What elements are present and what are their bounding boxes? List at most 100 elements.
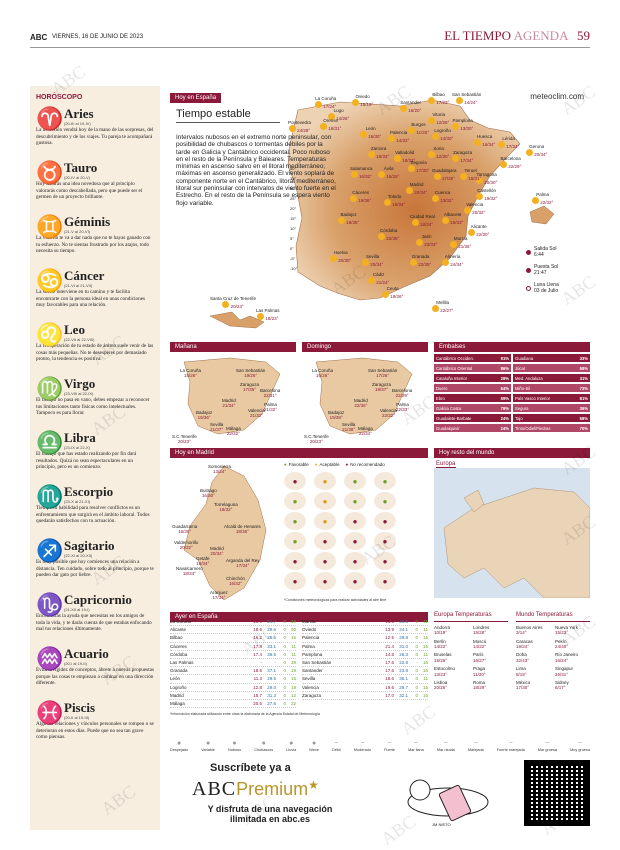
yesterday-row: La Coruña 16.0 24.7 0 19 — [170, 618, 296, 627]
city-temp: Moscú 14/22° — [473, 638, 487, 650]
sign-text: Evita la rigidez de conceptos, ábrete a … — [36, 667, 154, 687]
city-temp: Sidney 6/17° — [555, 680, 569, 691]
sign-text: Hoy tendrás una idea novedosa que al pri… — [36, 181, 143, 201]
sign-text: Algunas relaciones y vínculos personales… — [36, 721, 154, 741]
sign-dates: (20-II al 19-III) — [64, 715, 90, 720]
yesterday-row: Madrid 15.7 31.3 0 12 — [170, 692, 296, 701]
legend-item: ● Variable — [201, 740, 215, 752]
sign-dates: (23-IX al 22-X) — [64, 445, 91, 450]
header-logo: ABC — [30, 33, 48, 42]
reservoir-row: Ebro 59% — [434, 394, 511, 402]
reservoirs-panel: Embalses Cantábrico Occiden. 91% Guadiana 3… — [434, 342, 590, 442]
legend-item: ~ Fuerte — [384, 740, 396, 752]
sun-icon — [432, 133, 439, 140]
yesterday-panel: Ayer en España ºC Máx ºC Mín Lluvia l/m² Ra… — [170, 612, 428, 716]
sign-dates: (21-XII al 19-I) — [64, 607, 90, 612]
sun-icon — [382, 291, 389, 298]
city-forecast: Madrid 20/34° — [210, 546, 224, 556]
activity-icon: ● — [314, 472, 336, 490]
astro-info: Salida Sol 6:44 Puesta Sol 21:47 Luna Llen… — [526, 246, 584, 300]
sun-icon — [433, 173, 441, 180]
sun-icon — [320, 123, 327, 130]
sign-name: Acuario — [64, 646, 109, 661]
sun-icon — [428, 97, 435, 104]
sun-icon — [315, 101, 322, 108]
city-forecast: Granada 22/35° — [410, 254, 432, 267]
sign-11: ♓ Piscis (20-II al 19-III) Algunas relac… — [36, 701, 154, 751]
reservoir-row: Tajo 58% — [513, 414, 590, 422]
zodiac-icon: ♊ — [36, 214, 64, 239]
yesterday-row: San Sebastián 17.6 22.8-16 — [302, 659, 428, 668]
world-panel: Hoy resto del mundo Europa — [434, 448, 591, 608]
city-forecast: San Sebastián 19/26° — [236, 368, 266, 378]
horoscope-column: HORÓSCOPO ♈ Aries (20-III al 19-IV) La d… — [30, 86, 160, 830]
sun-icon — [474, 139, 481, 146]
city-temp: Pekín 24/40° — [555, 638, 569, 650]
city-temp: París 16/27° — [473, 652, 487, 663]
city-temp: Roma 18/29° — [473, 680, 487, 691]
city-forecast: Soria 12/30° — [428, 146, 449, 159]
international-temps: Europa Temperaturas Andorra 10/19° Londres… — [434, 612, 590, 716]
tomorrow-panel: Mañana La Coruña 15/26° San Sebastián 19/26… — [170, 342, 296, 444]
europe-temps: Europa Temperaturas Andorra 10/19° Londres… — [434, 612, 508, 716]
legend-item: ~ Marejada — [467, 740, 484, 752]
sun-icon — [406, 187, 413, 194]
promo-headline: Suscríbete ya a — [210, 762, 291, 774]
sun-icon — [288, 125, 296, 132]
weather-icon: ● — [312, 740, 317, 747]
zodiac-icon: ♍ — [36, 376, 64, 401]
yesterday-row: Alicante 18.6 29.6 0 30 — [170, 626, 296, 635]
sun-icon — [352, 99, 359, 106]
legend-item: ● Nuboso — [228, 740, 242, 752]
city-forecast: Guadarrama 16/30° — [172, 524, 198, 534]
yesterday-row: Zaragoza 17.0 32.1 0 15 — [302, 692, 428, 701]
weather-icon: ~ — [413, 740, 418, 747]
weather-icon-legend: ● Despejado ● Variable ● Nuboso ● Chubascos ● Llu… — [170, 740, 590, 752]
city-forecast: Sevilla 21/37° — [210, 422, 224, 432]
legend-item: ● Lluvia — [286, 740, 297, 752]
legend-no-recomendado: No recomendado — [345, 462, 385, 467]
zodiac-icon: ♐ — [36, 538, 64, 563]
sun-icon — [400, 105, 407, 112]
activity-icon: ● — [344, 492, 366, 510]
world-temps-title: Mundo Temperaturas — [516, 612, 590, 622]
city-forecast: Lérida 17/34° — [498, 136, 519, 149]
city-forecast: Valdemorillo 20/32° — [174, 540, 199, 550]
sign-name: Sagitario — [64, 538, 115, 553]
sign-dates: (22-VII al 22-VIII) — [64, 337, 95, 342]
sign-6: ♎ Libra (23-IX al 22-X) El trabajo que h… — [36, 431, 154, 481]
sunrise-time: 6:44 — [534, 252, 544, 258]
city-forecast: Santa Cruz de Tenerife 20/23° — [210, 296, 256, 309]
sun-icon — [222, 301, 230, 308]
sun-icon — [394, 155, 401, 162]
iberian-peninsula-shape — [287, 99, 521, 301]
city-forecast: Valladolid 18/33° — [394, 150, 416, 163]
city-forecast: Jaén 23/33° — [416, 234, 437, 247]
activity-icon: ● — [314, 572, 336, 590]
yesterday-row: Palma 21.4 31.0 0 15 — [302, 643, 428, 651]
yesterday-footnote: *Información elaborada utilizando entre … — [170, 712, 320, 717]
activity-icon: ● — [284, 532, 306, 550]
sun-icon — [526, 149, 533, 156]
scale-tick: -10° — [290, 266, 298, 271]
yesterday-row: Pamplona 14.8 26.3 0 11 — [302, 651, 428, 660]
yesterday-table-left: La Coruña 16.0 24.7 0 19 Alicante 18.6 29.6 0 30 B… — [170, 618, 296, 709]
legend-item: ● Despejado — [170, 740, 189, 752]
sunday-panel: Domingo La Coruña 16/26° San Sebastián 17/2… — [302, 342, 428, 444]
balearic-islands-shape — [529, 205, 555, 225]
forecast-row: Mañana La Coruña 15/26° San Sebastián 19/26… — [170, 342, 590, 444]
sign-8: ♐ Sagitario (22-XI al 20-XII) Es muy pos… — [36, 539, 154, 589]
activity-icon: ● — [284, 472, 306, 490]
qr-code[interactable] — [524, 760, 590, 826]
reservoir-row: Miño-Sil 73% — [513, 384, 590, 392]
yesterday-row: Valencia 19.6 29.7 0 15 — [302, 684, 428, 692]
city-forecast: Guadalajara 17/35° — [432, 168, 457, 181]
sign-name: Tauro — [64, 160, 98, 175]
city-forecast: Madrid 21/34° — [222, 398, 236, 408]
promo-tagline: Y disfruta de una navegación ilimitada e… — [207, 804, 333, 824]
sign-dates: (20-IV al 20-V) — [64, 175, 91, 180]
scale-tick: 5° — [290, 236, 294, 241]
reservoir-row: Júcar 58% — [513, 364, 590, 372]
city-forecast: Burgos 11/30° — [408, 122, 429, 135]
star-icon: ★ — [308, 778, 320, 792]
